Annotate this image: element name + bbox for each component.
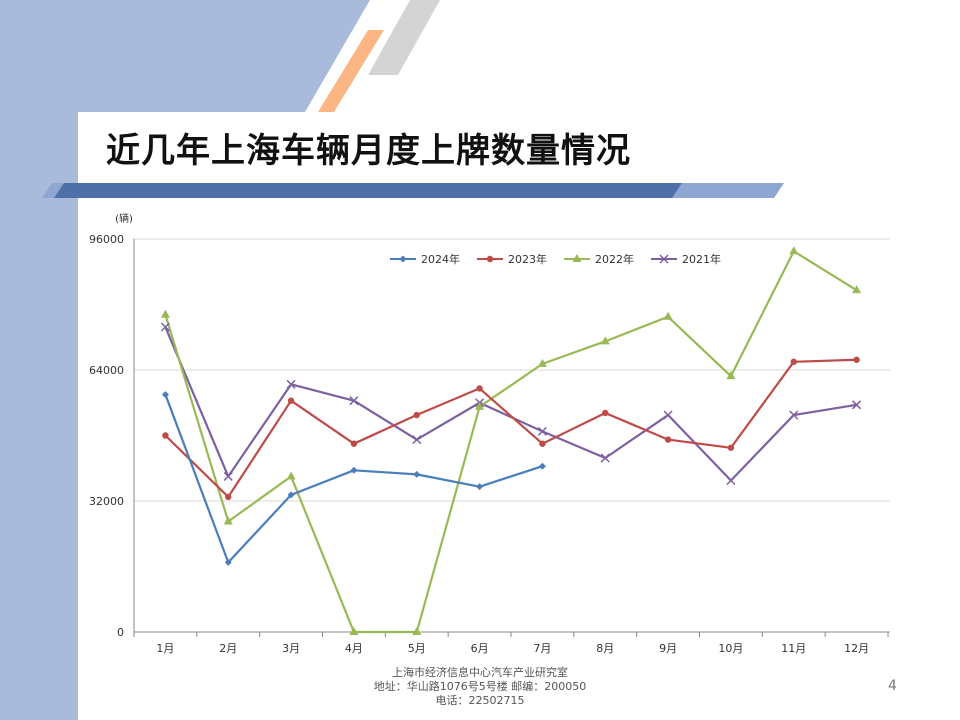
data-point <box>224 558 232 566</box>
data-point <box>349 396 359 406</box>
x-tick-label: 6月 <box>471 642 489 655</box>
data-point <box>538 462 546 470</box>
data-point <box>789 410 799 420</box>
y-tick-label: 96000 <box>89 233 124 246</box>
x-tick-label: 7月 <box>533 642 551 655</box>
footer-org: 上海市经济信息中心汽车产业研究室 <box>392 666 568 679</box>
data-point <box>286 471 296 480</box>
data-point <box>602 409 609 417</box>
data-point <box>413 411 420 419</box>
page-number: 4 <box>888 678 897 694</box>
data-point <box>537 426 547 436</box>
x-tick-label: 12月 <box>844 642 869 655</box>
legend-label: 2021年 <box>682 252 721 266</box>
data-point <box>659 254 669 264</box>
series-line <box>164 326 857 482</box>
data-point <box>852 400 862 410</box>
data-point <box>600 453 610 463</box>
title-underline <box>42 183 784 198</box>
legend-label: 2022年 <box>595 252 634 266</box>
data-point <box>161 391 169 399</box>
x-tick-label: 4月 <box>345 642 363 655</box>
x-tick-label: 9月 <box>659 642 677 655</box>
left-decor-band <box>0 0 78 720</box>
footer-phone: 电话：22502715 <box>435 694 525 707</box>
accent-gray-stripe <box>368 0 440 75</box>
y-tick-label: 64000 <box>89 364 124 377</box>
x-tick-label: 5月 <box>408 642 426 655</box>
data-point <box>225 493 232 501</box>
data-point <box>663 311 673 320</box>
y-tick-label: 0 <box>117 626 124 639</box>
data-point <box>287 397 295 404</box>
y-tick-label: 32000 <box>89 495 124 508</box>
data-point <box>223 471 233 481</box>
legend-label: 2024年 <box>421 252 460 266</box>
title-panel <box>78 112 778 182</box>
data-point <box>790 358 797 366</box>
data-point <box>349 627 359 635</box>
footer-address: 地址：华山路1076号5号楼 邮编：200050 <box>373 680 587 693</box>
data-point <box>852 285 862 294</box>
data-point <box>726 476 736 486</box>
top-blue-band <box>0 0 370 112</box>
x-tick-label: 2月 <box>219 642 237 655</box>
data-point <box>412 627 422 635</box>
data-point <box>399 255 407 263</box>
data-point <box>727 444 735 451</box>
data-point <box>287 491 295 499</box>
data-point <box>853 356 860 363</box>
chart-container: 0 32000 64000 96000 (辆) 1月 2月 3月 4月 5月 6月 7月 8月 9月 10月… <box>78 200 960 670</box>
top-decor-band <box>0 0 440 112</box>
x-tick-label: 8月 <box>596 642 614 655</box>
x-tick-label: 1月 <box>156 642 174 655</box>
data-point <box>726 371 736 380</box>
data-point <box>476 385 483 392</box>
data-point <box>476 483 484 491</box>
data-point <box>160 322 170 332</box>
data-point <box>413 470 421 478</box>
x-tick-label: 11月 <box>781 642 806 655</box>
data-point <box>572 254 582 262</box>
data-point <box>539 440 546 447</box>
series-line <box>164 358 857 499</box>
data-point <box>412 435 422 445</box>
data-point <box>600 336 610 345</box>
data-point <box>663 410 673 420</box>
y-axis-label: (辆) <box>115 212 133 225</box>
series-line <box>164 394 543 564</box>
data-point <box>160 309 170 318</box>
data-point <box>537 358 547 367</box>
data-point <box>350 466 358 474</box>
data-point <box>664 436 672 443</box>
x-tick-label: 3月 <box>282 642 300 655</box>
footer: 上海市经济信息中心汽车产业研究室 地址：华山路1076号5号楼 邮编：20005… <box>340 666 620 708</box>
page-title: 近几年上海车辆月度上牌数量情况 <box>106 131 631 171</box>
data-point <box>475 401 485 410</box>
data-point <box>350 440 358 447</box>
monthly-registrations-chart: 0 32000 64000 96000 (辆) 1月 2月 3月 4月 5月 6月 7月 8月 9月 10月… <box>89 212 890 655</box>
underline-dark <box>54 183 682 198</box>
accent-orange-stripe <box>318 30 384 112</box>
x-tick-label: 10月 <box>718 642 743 655</box>
data-point <box>286 379 296 389</box>
data-point <box>223 516 233 525</box>
legend-label: 2023年 <box>508 252 547 266</box>
data-point <box>789 246 799 255</box>
data-point <box>486 255 494 263</box>
data-point <box>162 432 169 439</box>
series-line <box>164 250 858 634</box>
